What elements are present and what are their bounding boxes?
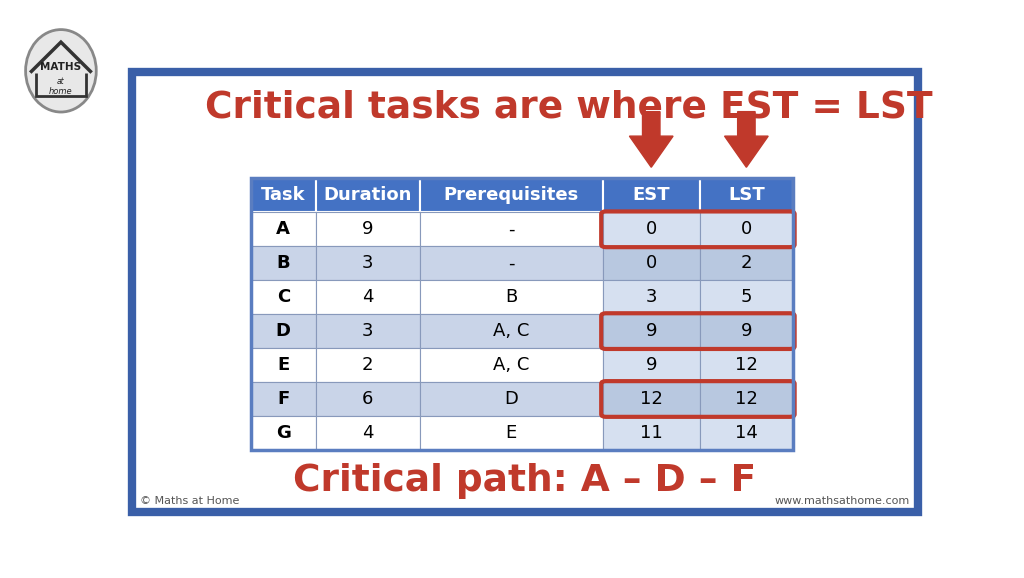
Bar [420, 280, 603, 314]
Text: Prerequisites: Prerequisites [443, 186, 579, 205]
Bar [420, 382, 603, 416]
Bar [251, 246, 315, 280]
Text: A, C: A, C [494, 322, 529, 340]
Text: 12: 12 [735, 390, 758, 408]
Text: 12: 12 [640, 390, 663, 408]
Circle shape [26, 29, 96, 112]
Text: EST: EST [633, 186, 670, 205]
Bar [251, 179, 315, 212]
Bar [420, 348, 603, 382]
Text: -: - [508, 254, 514, 272]
Bar [420, 314, 603, 348]
Text: 5: 5 [740, 288, 752, 306]
Bar [699, 314, 793, 348]
Text: 0: 0 [740, 220, 752, 238]
Text: E: E [506, 424, 517, 442]
Text: home: home [49, 87, 73, 96]
Text: www.mathsathome.com: www.mathsathome.com [774, 497, 909, 506]
Text: Critical tasks are where EST = LST: Critical tasks are where EST = LST [205, 89, 932, 125]
Text: Task: Task [261, 186, 305, 205]
Bar [699, 212, 793, 246]
Bar [420, 212, 603, 246]
Text: 2: 2 [740, 254, 752, 272]
Bar [315, 382, 420, 416]
Bar [251, 314, 315, 348]
Text: D: D [275, 322, 291, 340]
Bar [603, 280, 699, 314]
Bar [420, 416, 603, 450]
Text: 4: 4 [361, 424, 374, 442]
Bar [699, 179, 793, 212]
Bar [315, 280, 420, 314]
Bar [603, 382, 699, 416]
Text: Critical path: A – D – F: Critical path: A – D – F [293, 463, 757, 499]
Text: 9: 9 [645, 356, 657, 374]
Bar [603, 179, 699, 212]
Bar [699, 382, 793, 416]
Text: MATHS: MATHS [40, 62, 82, 72]
Text: 3: 3 [361, 254, 374, 272]
Text: 9: 9 [361, 220, 374, 238]
Bar [251, 382, 315, 416]
Bar [315, 246, 420, 280]
Text: A: A [276, 220, 290, 238]
Bar [251, 179, 793, 450]
Bar [603, 246, 699, 280]
Text: 14: 14 [735, 424, 758, 442]
Bar [251, 348, 315, 382]
Text: 11: 11 [640, 424, 663, 442]
Text: 3: 3 [361, 322, 374, 340]
Bar [699, 416, 793, 450]
Text: © Maths at Home: © Maths at Home [140, 497, 240, 506]
Text: -: - [508, 220, 514, 238]
Text: C: C [276, 288, 290, 306]
Text: E: E [278, 356, 290, 374]
Text: 12: 12 [735, 356, 758, 374]
Text: 9: 9 [645, 322, 657, 340]
Text: 6: 6 [361, 390, 374, 408]
FancyArrow shape [725, 112, 768, 167]
Bar [315, 416, 420, 450]
Text: F: F [278, 390, 290, 408]
Bar [603, 348, 699, 382]
Text: 0: 0 [645, 254, 656, 272]
Bar [420, 179, 603, 212]
Bar [251, 416, 315, 450]
Text: 9: 9 [740, 322, 752, 340]
Bar [315, 348, 420, 382]
Text: 2: 2 [361, 356, 374, 374]
Text: 0: 0 [645, 220, 656, 238]
FancyArrow shape [630, 112, 673, 167]
Text: at: at [57, 77, 65, 86]
Bar [420, 246, 603, 280]
Bar [251, 212, 315, 246]
Text: 4: 4 [361, 288, 374, 306]
Bar [699, 246, 793, 280]
Bar [315, 212, 420, 246]
Bar [699, 280, 793, 314]
Bar [315, 314, 420, 348]
Text: B: B [276, 254, 290, 272]
FancyBboxPatch shape [132, 72, 918, 512]
Text: A, C: A, C [494, 356, 529, 374]
Text: 3: 3 [645, 288, 657, 306]
Text: Duration: Duration [324, 186, 412, 205]
Text: LST: LST [728, 186, 765, 205]
Text: B: B [505, 288, 517, 306]
Text: D: D [504, 390, 518, 408]
Bar [603, 212, 699, 246]
Bar [603, 314, 699, 348]
Bar [603, 416, 699, 450]
Bar [699, 348, 793, 382]
Bar [251, 280, 315, 314]
Bar [315, 179, 420, 212]
Text: G: G [275, 424, 291, 442]
